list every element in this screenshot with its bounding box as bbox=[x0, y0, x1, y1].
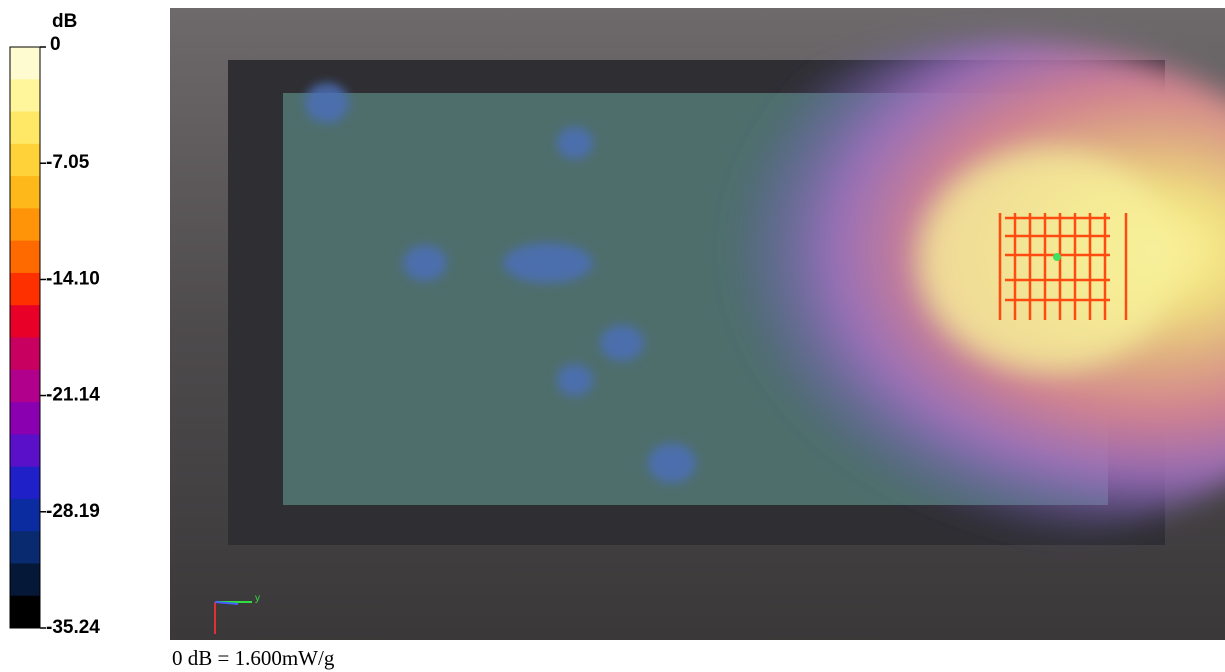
low-spots bbox=[305, 83, 696, 483]
colorbar-band bbox=[10, 595, 40, 629]
colorbar-band bbox=[10, 240, 40, 274]
colorbar-tick-label: 0 bbox=[50, 34, 61, 55]
colorbar-band bbox=[10, 111, 40, 145]
colorbar-band bbox=[10, 143, 40, 177]
colorbar-band bbox=[10, 272, 40, 306]
colorbar-band bbox=[10, 208, 40, 242]
colorbar-band bbox=[10, 498, 40, 532]
colorbar-band bbox=[10, 79, 40, 113]
colorbar-unit: dB bbox=[52, 11, 77, 32]
colorbar-band bbox=[10, 176, 40, 209]
colorbar-band bbox=[10, 563, 40, 597]
scan-view: y bbox=[170, 8, 1225, 640]
colorbar-band bbox=[10, 466, 40, 500]
colorbar-band bbox=[10, 434, 40, 468]
colorbar-tick-label: -21.14 bbox=[46, 385, 100, 406]
colorbar-frame bbox=[9, 46, 41, 629]
colorbar-tick-label: -35.24 bbox=[46, 617, 100, 638]
colorbar-band bbox=[10, 47, 40, 80]
zoom-scan-grid bbox=[998, 213, 1128, 320]
colorbar-tick-label: -28.19 bbox=[46, 501, 100, 522]
sar-distribution bbox=[640, 40, 1225, 540]
colorbar-tick-label: -14.10 bbox=[46, 268, 100, 289]
colorbar: dB 0 -7.05 -14.10 -21.14 -28.19 -35.24 bbox=[9, 11, 100, 638]
colorbar-band bbox=[10, 337, 40, 371]
colorbar-tick-label: -7.05 bbox=[46, 152, 90, 173]
colorbar-band bbox=[10, 369, 40, 403]
colorbar-band bbox=[10, 531, 40, 564]
peak-point bbox=[1053, 253, 1061, 261]
axis-label: y bbox=[255, 593, 260, 604]
colorbar-band bbox=[10, 402, 40, 435]
colorbar-band bbox=[10, 305, 40, 338]
axis-icon: y bbox=[214, 593, 260, 634]
footer-note: 0 dB = 1.600mW/g bbox=[172, 646, 335, 670]
